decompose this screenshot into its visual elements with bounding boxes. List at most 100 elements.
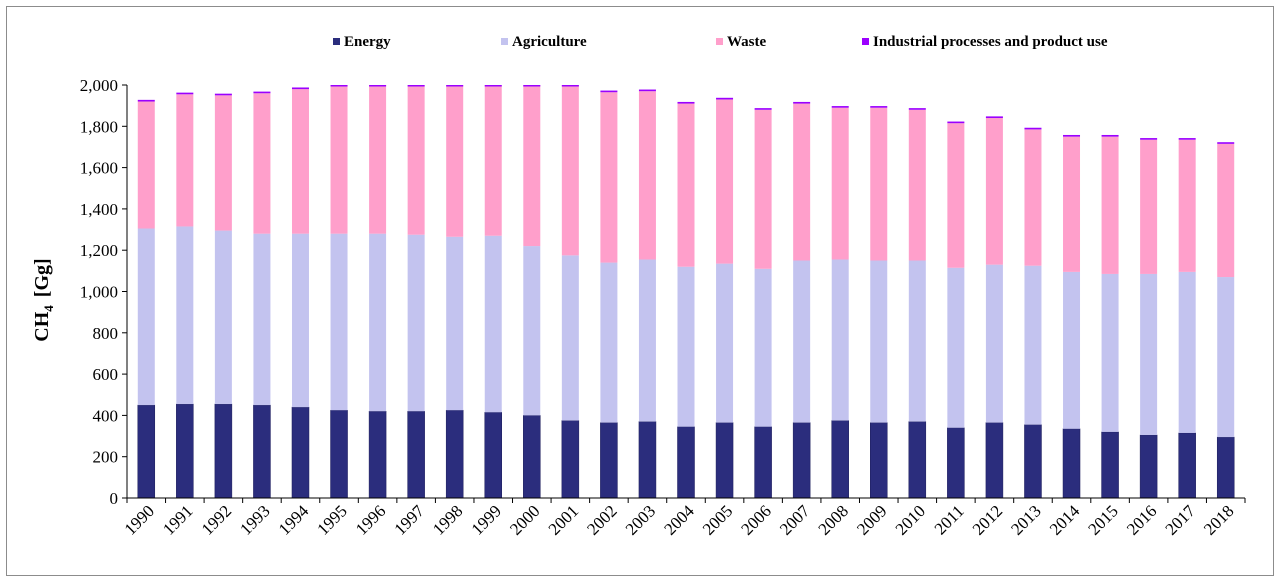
x-tick-label: 1993 [236,501,273,538]
bar-segment-energy [1216,436,1235,499]
legend-label: Waste [727,34,767,50]
y-tick-label: 1,800 [80,117,118,136]
bar-segment-energy [1139,434,1158,499]
bar-segment-energy [638,421,657,499]
bar-segment-energy [677,426,695,499]
bar-segment-agriculture [638,259,656,422]
x-tick-label: 1994 [275,501,313,539]
x-tick-label: 2006 [737,501,774,538]
x-tick-label: 1992 [198,501,235,538]
bar-segment-agriculture [754,268,772,427]
x-tick-label: 2015 [1084,501,1121,538]
bar-segment-energy [870,422,888,499]
x-tick-label: 2009 [853,501,890,538]
y-tick-label: 0 [110,489,119,508]
bar-segment-energy [214,403,233,499]
bar-segment-energy [523,415,541,499]
bar-segment-industrial-processes-and-product-use [870,106,888,108]
bar-segment-industrial-processes-and-product-use [793,101,811,104]
bar-segment-waste [1217,143,1235,278]
bar-segment-industrial-processes-and-product-use [369,85,387,87]
bar-segment-waste [407,85,425,235]
x-tick-label: 2016 [1123,501,1160,538]
bar-segment-agriculture [985,264,1003,423]
bar-segment-agriculture [1024,265,1042,425]
bar-segment-industrial-processes-and-product-use [214,93,232,96]
legend-label: Agriculture [512,34,587,50]
y-axis-label-sub: 4 [41,305,56,312]
bar-segment-industrial-processes-and-product-use [716,97,734,100]
bar-segment-waste [985,118,1003,265]
bar-segment-agriculture [446,236,464,411]
y-tick-label: 200 [93,448,119,467]
bar-segment-industrial-processes-and-product-use [1024,127,1042,130]
x-tick-label: 1990 [121,501,158,538]
bar-segment-energy [715,422,734,499]
bar-segment-waste [523,85,541,247]
bar-segment-agriculture [369,233,387,412]
bar-segment-industrial-processes-and-product-use [600,90,618,93]
legend-swatch [862,38,869,45]
bar-segment-agriculture [793,260,811,423]
bar-segment-industrial-processes-and-product-use [754,108,772,110]
bar-segment-agriculture [677,266,695,427]
legend-label: Energy [344,34,391,50]
x-tick-label: 2018 [1200,501,1237,538]
bar-segment-agriculture [1101,273,1119,432]
bar-segment-energy [137,404,156,499]
bar-segment-waste [638,91,656,260]
bar-segment-waste [484,85,502,236]
x-tick-label: 2005 [699,501,736,538]
bar-segment-agriculture [1063,271,1081,429]
bar-segment-waste [1024,129,1042,266]
bar-segment-waste [716,99,734,264]
bar-segment-energy [368,411,387,499]
bar-segment-waste [137,101,155,229]
bar-segment-industrial-processes-and-product-use [985,116,1003,119]
bar-segment-agriculture [523,246,541,416]
x-tick-label: 2001 [545,501,582,538]
bar-segment-agriculture [137,228,155,406]
bar-segment-waste [831,107,849,260]
y-tick-label: 1,400 [80,200,118,219]
x-tick-label: 2013 [1007,501,1044,538]
bar-segment-waste [446,85,464,237]
x-tick-label: 2010 [892,501,929,538]
bar-segment-energy [908,421,927,499]
bar-segment-waste [677,103,695,267]
y-tick-label: 2,000 [80,76,118,95]
legend-label: Industrial processes and product use [873,34,1108,50]
y-tick-label: 400 [93,406,119,425]
bar-segment-agriculture [214,230,232,405]
x-tick-label: 2014 [1046,501,1084,539]
bar-segment-industrial-processes-and-product-use [484,85,502,87]
bar-segment-energy [600,422,618,499]
x-tick-label: 1998 [429,501,466,538]
x-tick-label: 1995 [313,501,350,538]
y-axis-label-unit: [Gg] [31,258,53,297]
bar-segment-waste [176,94,194,227]
x-tick-label: 1991 [159,501,196,538]
bar-segment-agriculture [330,233,348,411]
x-tick-label: 1996 [352,501,389,538]
bar-segment-waste [369,85,387,234]
bar-segment-agriculture [716,263,734,423]
bar-segment-energy [792,422,811,499]
bar-segment-energy [754,426,772,499]
x-tick-label: 2002 [583,501,620,538]
x-tick-label: 2008 [815,501,852,538]
bar-segment-waste [754,109,772,269]
bar-segment-waste [330,85,348,234]
bar-segment-energy [445,409,464,499]
bar-segment-agriculture [291,233,309,408]
bar-segment-energy [985,422,1004,499]
bar-segment-energy [947,427,965,499]
bar-segment-waste [561,85,579,256]
x-tick-label: 2000 [506,501,543,538]
x-tick-label: 1999 [468,501,505,538]
bar-segment-energy [831,420,849,499]
bar-segment-agriculture [176,226,194,405]
bar-segment-energy [1062,428,1081,499]
bar-segment-waste [214,95,232,231]
